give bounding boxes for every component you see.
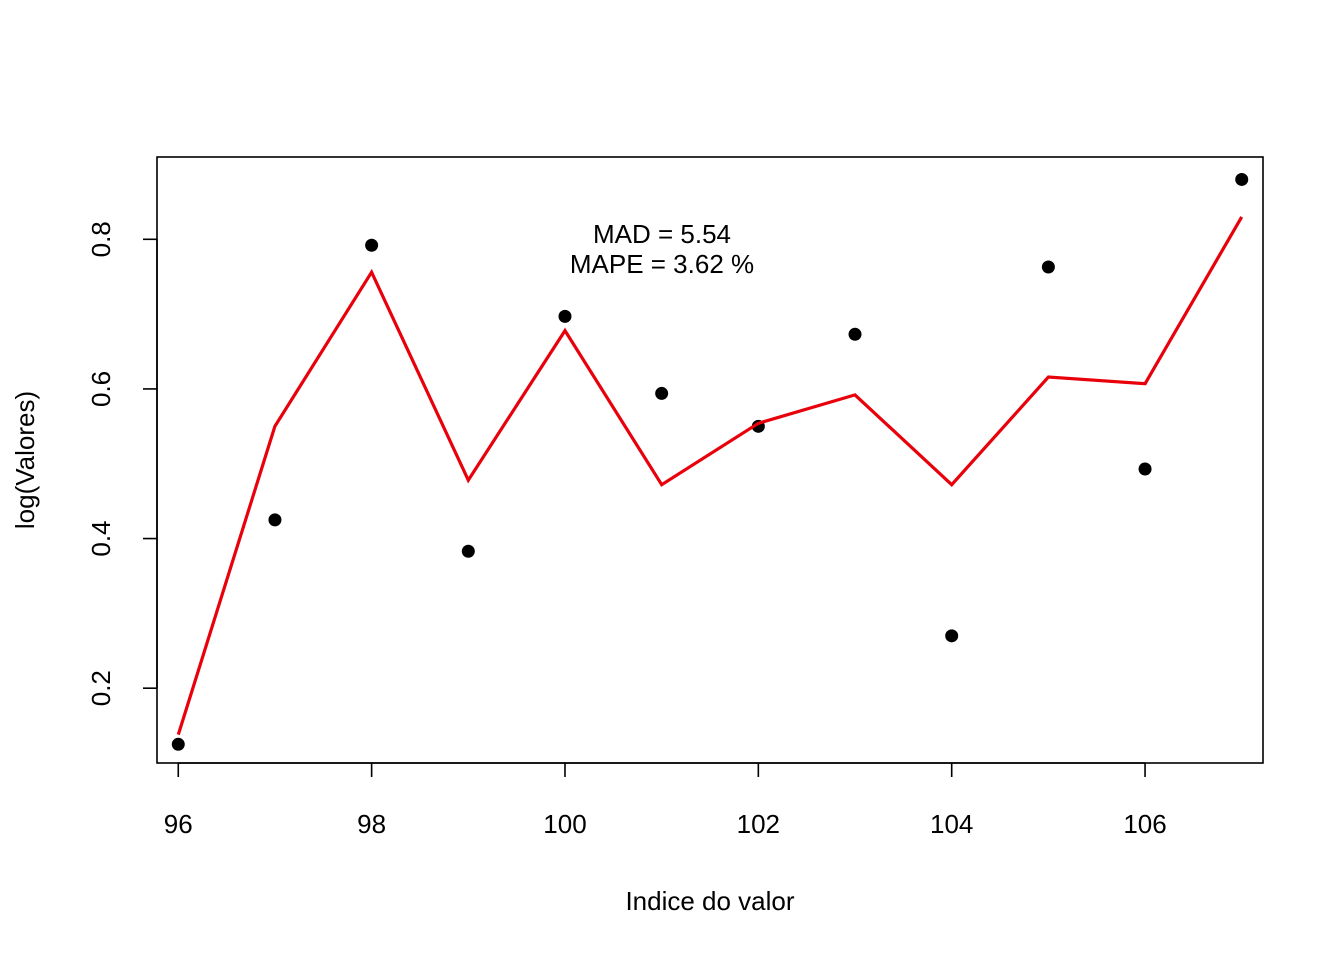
data-point [848, 327, 862, 341]
data-point [1235, 172, 1249, 186]
y-axis: 0.2 0.4 0.6 0.8 [86, 221, 158, 706]
x-tick-label: 100 [543, 809, 586, 839]
x-tick-label: 104 [930, 809, 973, 839]
y-tick-label: 0.8 [86, 221, 116, 257]
data-point [558, 309, 572, 323]
data-point [461, 544, 475, 558]
y-tick-label: 0.6 [86, 371, 116, 407]
data-point [945, 629, 959, 643]
data-point [655, 386, 669, 400]
annotation-mad: MAD = 5.54 [593, 219, 731, 249]
x-axis: 96 98 100 102 104 106 [164, 762, 1167, 839]
data-point [1138, 462, 1152, 476]
data-point [171, 737, 185, 751]
y-tick-label: 0.4 [86, 520, 116, 556]
y-tick-label: 0.2 [86, 670, 116, 706]
x-tick-label: 102 [737, 809, 780, 839]
y-axis-title: log(Valores) [10, 391, 40, 529]
data-point [1041, 260, 1055, 274]
x-tick-label: 98 [357, 809, 386, 839]
data-point [365, 238, 379, 252]
data-point [268, 513, 282, 527]
x-axis-title: Indice do valor [625, 886, 794, 916]
x-tick-label: 106 [1123, 809, 1166, 839]
x-tick-label: 96 [164, 809, 193, 839]
series-layer [171, 172, 1249, 751]
fitted-line [176, 216, 1244, 736]
annotation-mape: MAPE = 3.62 % [570, 249, 754, 279]
